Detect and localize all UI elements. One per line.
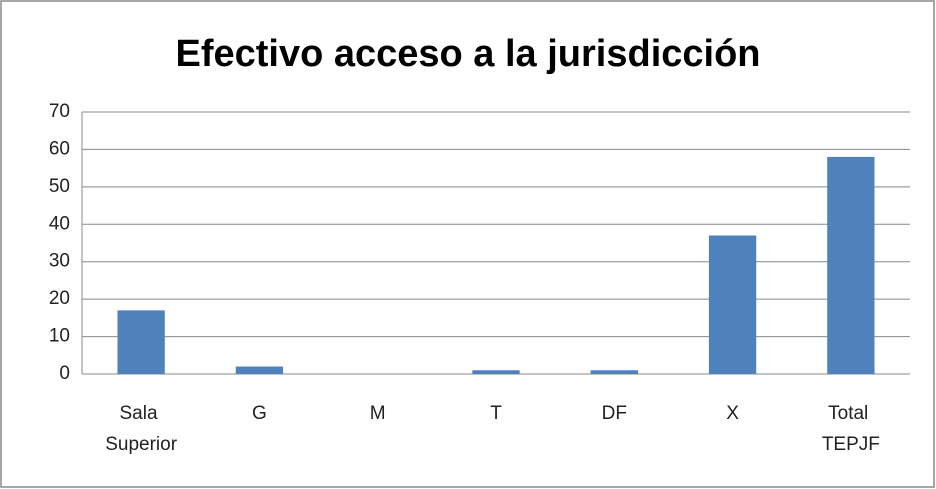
bar bbox=[472, 370, 520, 374]
x-tick-label: Sala Superior bbox=[105, 403, 177, 455]
y-tick-label: 10 bbox=[49, 326, 70, 347]
x-tick-label: DF bbox=[602, 403, 627, 424]
chart-title: Efectivo acceso a la jurisdicción bbox=[175, 33, 760, 75]
bar bbox=[708, 235, 757, 374]
bar bbox=[590, 370, 638, 374]
bar bbox=[827, 156, 875, 374]
x-tick-label: T bbox=[490, 403, 502, 424]
y-tick-label: 70 bbox=[49, 101, 70, 122]
bar bbox=[235, 366, 284, 374]
y-tick-label: 20 bbox=[49, 288, 70, 309]
y-tick-label: 50 bbox=[49, 176, 70, 197]
y-tick-label: 60 bbox=[49, 138, 70, 159]
x-tick-label: X bbox=[726, 403, 739, 424]
x-tick-label: Total TEPJF bbox=[822, 403, 880, 455]
bar bbox=[117, 310, 165, 374]
y-tick-label: 0 bbox=[59, 363, 70, 384]
x-tick-label: M bbox=[370, 403, 386, 424]
y-tick-label: 40 bbox=[49, 213, 70, 234]
x-tick-label: G bbox=[252, 403, 267, 424]
y-tick-label: 30 bbox=[49, 251, 70, 272]
